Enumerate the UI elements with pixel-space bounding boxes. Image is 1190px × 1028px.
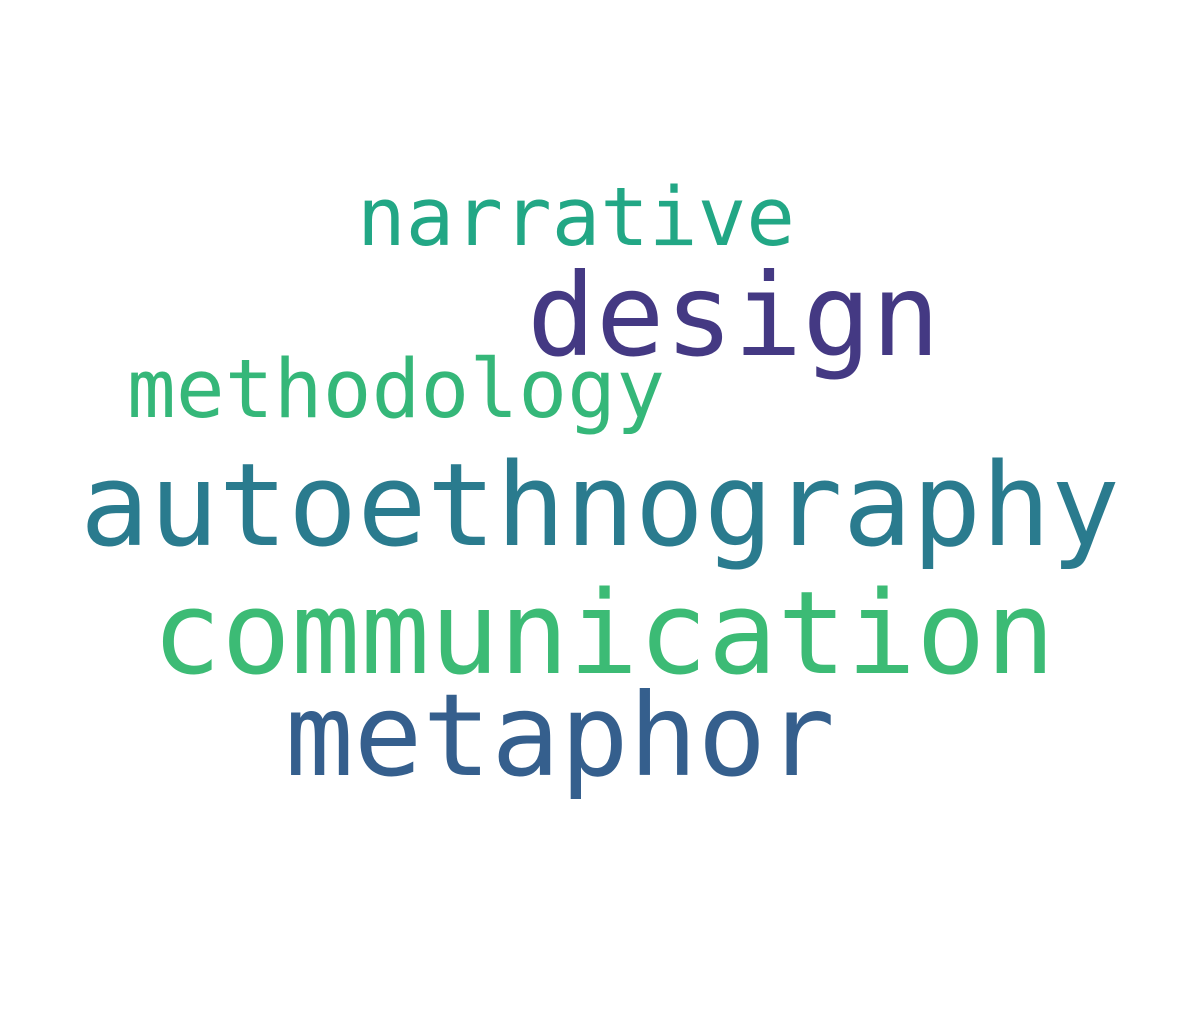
word: methodology [127,343,665,437]
word: autoethnography [80,439,1120,573]
word: narrative [357,171,795,265]
word: design [527,249,940,382]
word: metaphor [285,669,835,802]
word: communication [152,567,1055,701]
